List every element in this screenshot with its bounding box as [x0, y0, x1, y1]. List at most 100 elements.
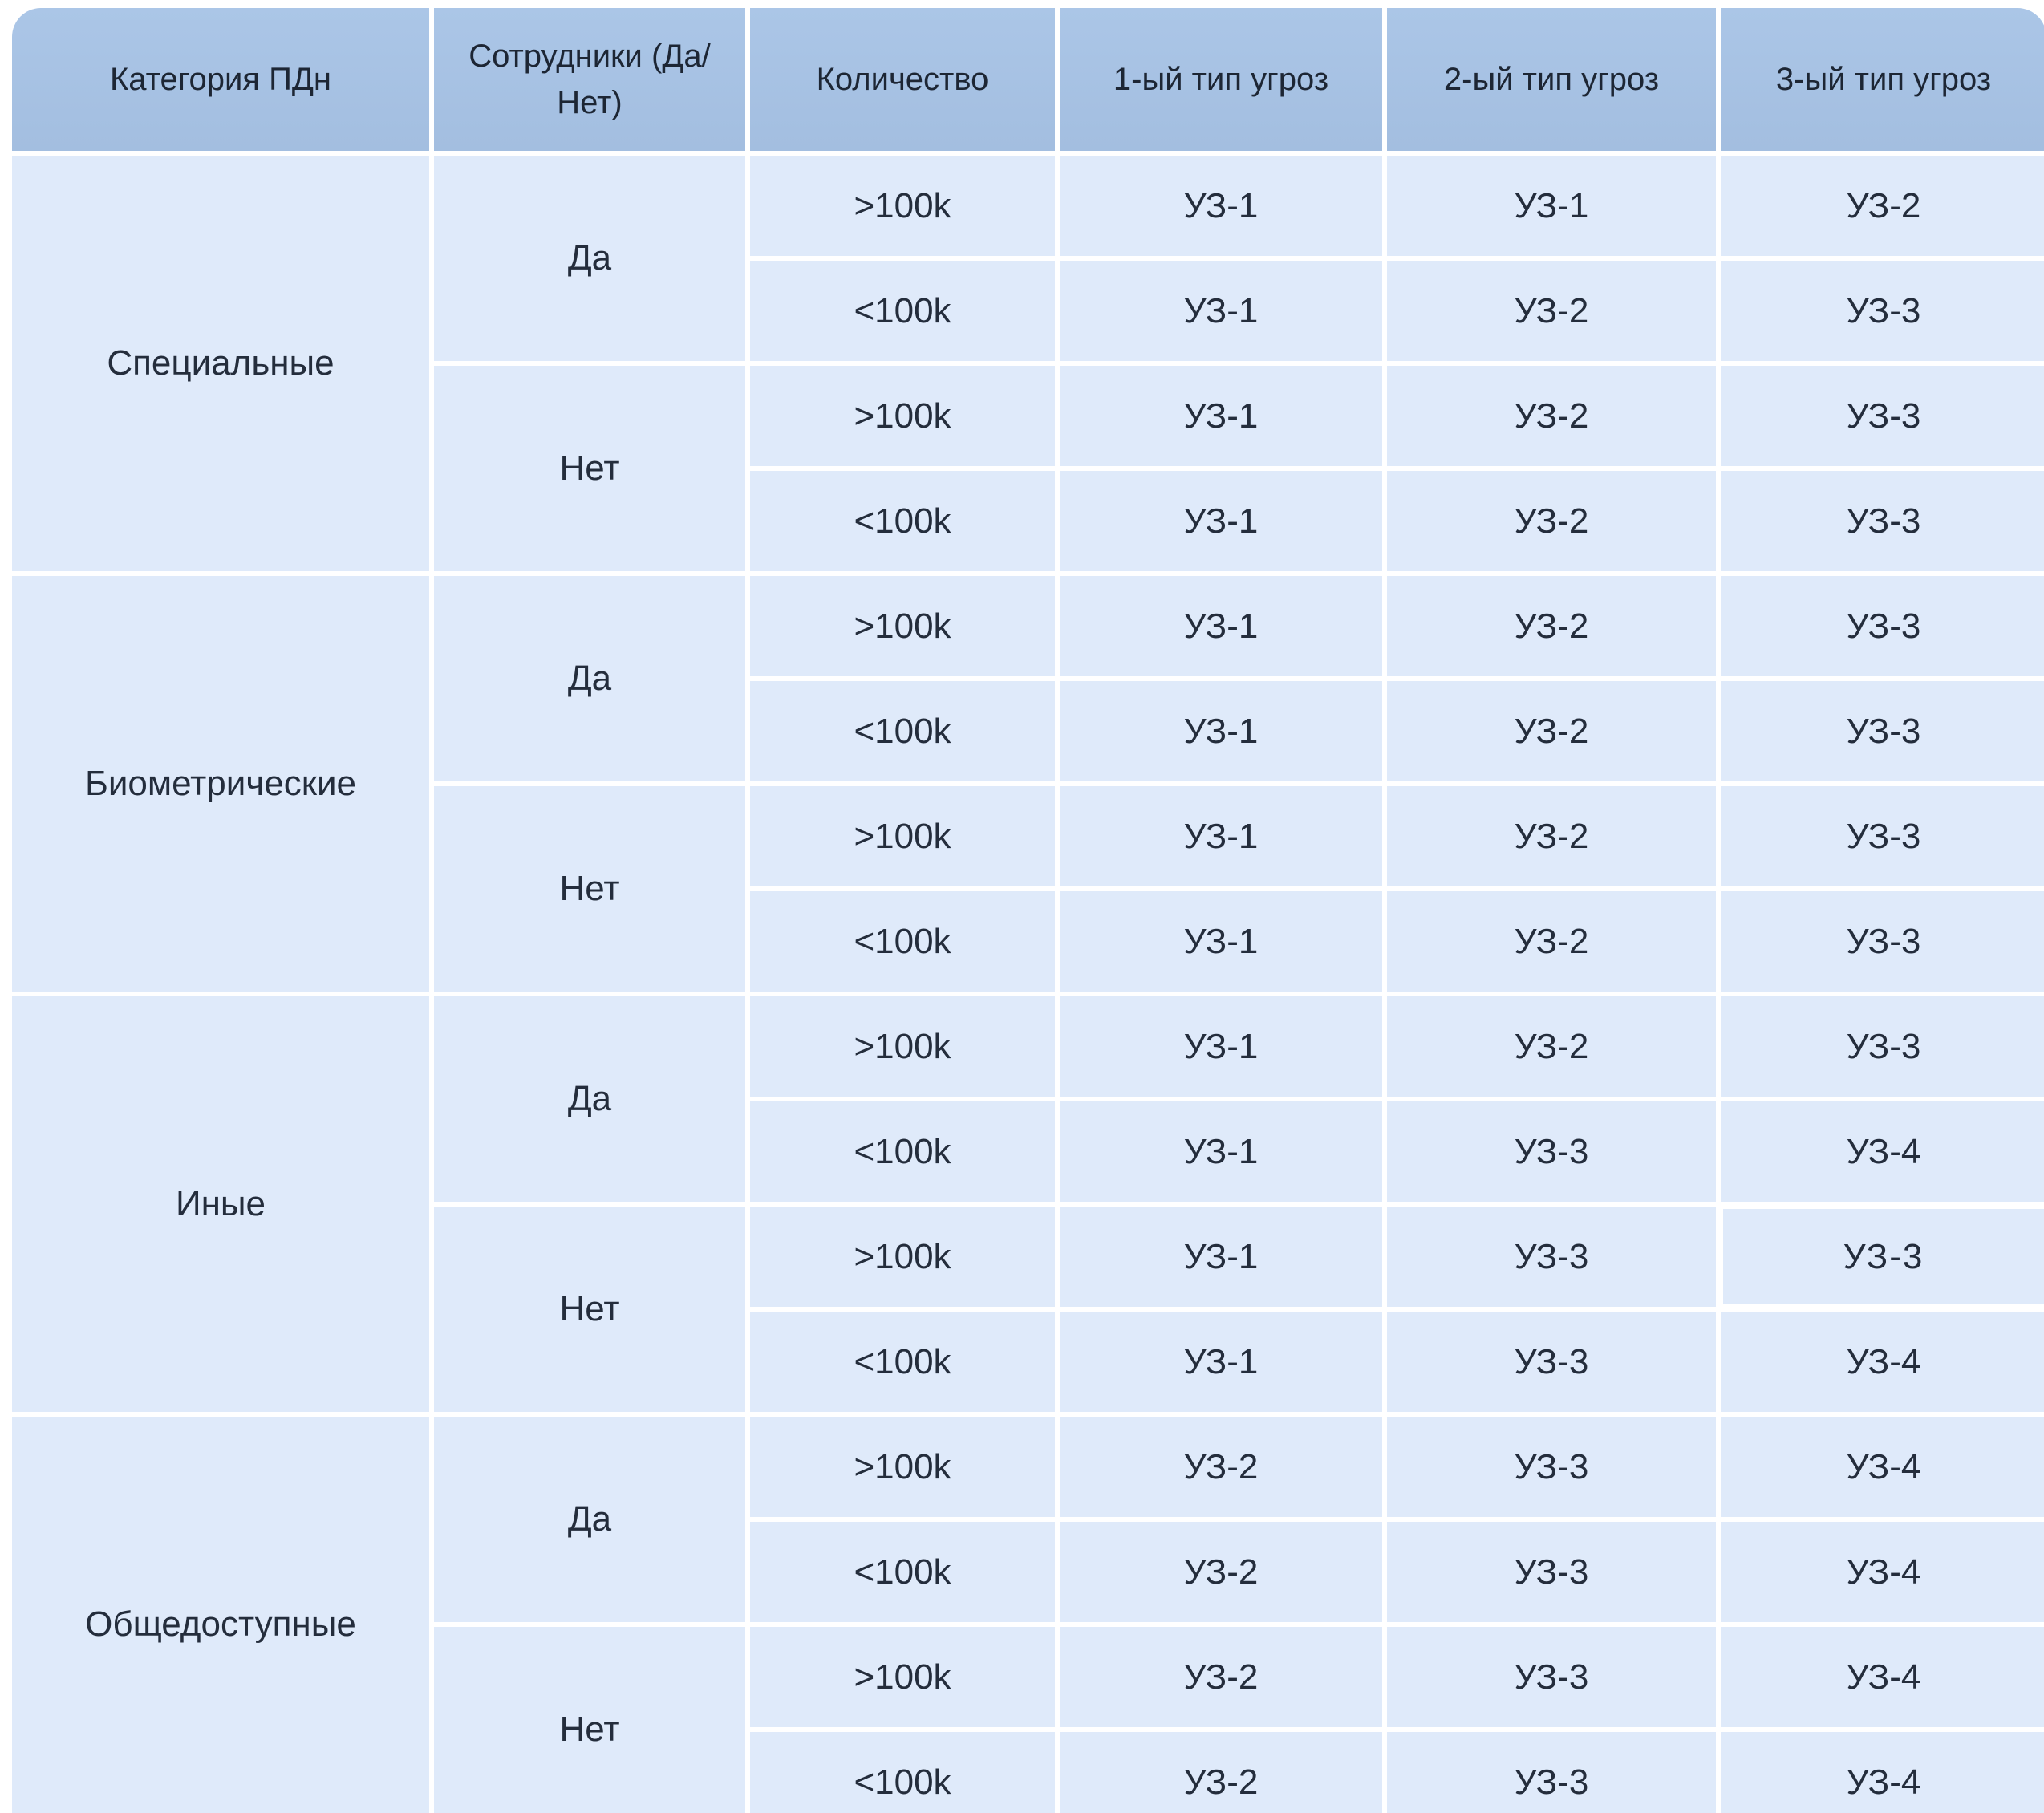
employees-cell: Нет: [434, 366, 745, 571]
threat-level-cell: УЗ-3: [1721, 786, 2044, 886]
quantity-cell: >100k: [750, 156, 1055, 256]
threat-level-cell: УЗ-2: [1060, 1522, 1382, 1622]
threat-level-cell: УЗ-3: [1387, 1417, 1716, 1517]
quantity-cell: >100k: [750, 576, 1055, 676]
table-row: Специальные Да >100k УЗ-1 УЗ-1 УЗ-2: [12, 156, 2044, 571]
threat-level-cell: УЗ-2: [1387, 996, 1716, 1097]
threat-level-cell: УЗ-2: [1387, 576, 1716, 676]
table-row: Нет >100k УЗ-1 УЗ-2 УЗ-3: [12, 786, 2044, 992]
threat-level-cell: УЗ-3: [1721, 366, 2044, 466]
threat-level-cell: УЗ-3: [1387, 1312, 1716, 1412]
category-cell: Иные: [12, 996, 429, 1412]
threat-level-cell: УЗ-1: [1060, 156, 1382, 256]
threat-level-cell: УЗ-4: [1721, 1627, 2044, 1727]
threat-level-cell: УЗ-4: [1721, 1417, 2044, 1517]
threat-level-cell: УЗ-2: [1387, 786, 1716, 886]
threat-level-cell: УЗ-3: [1721, 891, 2044, 992]
employees-cell: Да: [434, 996, 745, 1202]
quantity-cell: >100k: [750, 1207, 1055, 1307]
quantity-cell: <100k: [750, 681, 1055, 781]
threat-level-cell: УЗ-2: [1387, 681, 1716, 781]
table-row: <100k УЗ-1 УЗ-2 УЗ-3: [12, 261, 2044, 361]
quantity-cell: >100k: [750, 366, 1055, 466]
quantity-cell: <100k: [750, 261, 1055, 361]
table-row: <100k УЗ-1 УЗ-2 УЗ-3: [12, 471, 2044, 571]
threat-level-cell: УЗ-3: [1387, 1101, 1716, 1202]
table-header: Категория ПДн Сотрудники (Да/Нет) Количе…: [12, 8, 2044, 151]
threat-level-cell: УЗ-2: [1387, 891, 1716, 992]
category-cell: Биометрические: [12, 576, 429, 992]
employees-cell: Да: [434, 576, 745, 781]
threat-level-cell: УЗ-2: [1721, 156, 2044, 256]
table-row: Биометрические Да >100k УЗ-1 УЗ-2 УЗ-3: [12, 576, 2044, 992]
header-threat-type-1: 1-ый тип угроз: [1060, 8, 1382, 151]
threat-level-cell: УЗ-3: [1721, 996, 2044, 1097]
threat-level-cell: УЗ-1: [1060, 996, 1382, 1097]
quantity-cell: <100k: [750, 891, 1055, 992]
threat-level-cell: УЗ-3: [1387, 1732, 1716, 1813]
threat-level-cell: УЗ-1: [1060, 891, 1382, 992]
threat-level-cell: УЗ-1: [1060, 471, 1382, 571]
quantity-cell: <100k: [750, 1522, 1055, 1622]
threat-level-cell: УЗ-1: [1060, 786, 1382, 886]
employees-cell: Нет: [434, 1207, 745, 1412]
threat-level-cell: УЗ-4: [1721, 1732, 2044, 1813]
table-row: <100k УЗ-1 УЗ-3 УЗ-4: [12, 1312, 2044, 1412]
threat-level-cell: УЗ-1: [1387, 156, 1716, 256]
threat-level-cell: УЗ-4: [1721, 1101, 2044, 1202]
category-cell: Специальные: [12, 156, 429, 571]
table-row: Нет >100k УЗ-2 УЗ-3 УЗ-4: [12, 1627, 2044, 1813]
threat-level-cell: УЗ-1: [1060, 681, 1382, 781]
quantity-cell: >100k: [750, 1417, 1055, 1517]
threat-level-cell: УЗ-1: [1060, 1312, 1382, 1412]
quantity-cell: >100k: [750, 996, 1055, 1097]
threat-level-cell: УЗ-3: [1721, 681, 2044, 781]
threat-level-cell: УЗ-3: [1387, 1207, 1716, 1307]
quantity-cell: <100k: [750, 1732, 1055, 1813]
threat-level-cell: УЗ-1: [1060, 576, 1382, 676]
employees-cell: Нет: [434, 1627, 745, 1813]
table-row: <100k УЗ-2 УЗ-3 УЗ-4: [12, 1522, 2044, 1622]
category-cell: Общедоступные: [12, 1417, 429, 1813]
threat-level-cell: УЗ-3: [1721, 471, 2044, 571]
threat-level-cell: УЗ-3: [1721, 576, 2044, 676]
table-row: Иные Да >100k УЗ-1 УЗ-2 УЗ-3: [12, 996, 2044, 1412]
pdn-threat-matrix-table: Категория ПДн Сотрудники (Да/Нет) Количе…: [7, 3, 2044, 1813]
threat-level-cell: УЗ-2: [1060, 1732, 1382, 1813]
threat-level-cell: УЗ-2: [1060, 1417, 1382, 1517]
threat-level-cell: УЗ-4: [1721, 1312, 2044, 1412]
header-threat-type-3: 3-ый тип угроз: [1721, 8, 2044, 151]
quantity-cell: <100k: [750, 1101, 1055, 1202]
header-employees: Сотрудники (Да/Нет): [434, 8, 745, 151]
threat-level-cell: УЗ-1: [1060, 261, 1382, 361]
threat-level-cell: УЗ-1: [1060, 1207, 1382, 1307]
quantity-cell: >100k: [750, 786, 1055, 886]
threat-level-cell-highlighted: УЗ-3: [1721, 1207, 2044, 1307]
employees-cell: Да: [434, 156, 745, 361]
table-row: Нет >100k УЗ-1 УЗ-3 УЗ-3: [12, 1207, 2044, 1412]
quantity-cell: >100k: [750, 1627, 1055, 1727]
threat-level-cell: УЗ-1: [1060, 1101, 1382, 1202]
header-threat-type-2: 2-ый тип угроз: [1387, 8, 1716, 151]
employees-cell: Нет: [434, 786, 745, 992]
employees-cell: Да: [434, 1417, 745, 1622]
table-row: Общедоступные Да >100k УЗ-2 УЗ-3 УЗ-4: [12, 1417, 2044, 1813]
header-quantity: Количество: [750, 8, 1055, 151]
threat-level-cell: УЗ-4: [1721, 1522, 2044, 1622]
threat-level-cell: УЗ-2: [1060, 1627, 1382, 1727]
table-row: Нет >100k УЗ-1 УЗ-2 УЗ-3: [12, 366, 2044, 571]
threat-level-cell: УЗ-2: [1387, 261, 1716, 361]
table-row: <100k УЗ-1 УЗ-3 УЗ-4: [12, 1101, 2044, 1202]
quantity-cell: <100k: [750, 1312, 1055, 1412]
threat-level-cell: УЗ-3: [1387, 1522, 1716, 1622]
threat-level-cell: УЗ-2: [1387, 471, 1716, 571]
threat-level-cell: УЗ-1: [1060, 366, 1382, 466]
table-row: <100k УЗ-1 УЗ-2 УЗ-3: [12, 891, 2044, 992]
table-row: <100k УЗ-2 УЗ-3 УЗ-4: [12, 1732, 2044, 1813]
threat-level-cell: УЗ-3: [1721, 261, 2044, 361]
table-row: <100k УЗ-1 УЗ-2 УЗ-3: [12, 681, 2044, 781]
threat-level-cell: УЗ-2: [1387, 366, 1716, 466]
quantity-cell: <100k: [750, 471, 1055, 571]
threat-level-cell: УЗ-3: [1387, 1627, 1716, 1727]
